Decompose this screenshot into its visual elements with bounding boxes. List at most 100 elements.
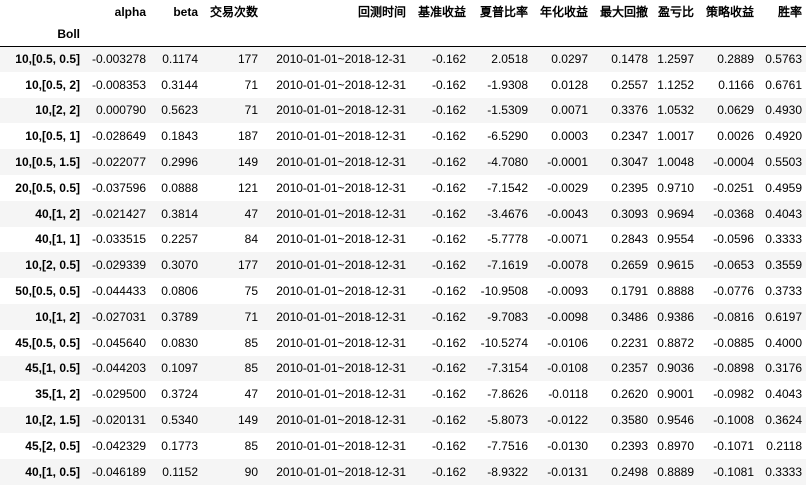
table-cell: 0.0071	[551, 103, 588, 118]
table-cell: 85	[244, 361, 258, 376]
table-cell: 0.9615	[657, 258, 694, 273]
table-cell: -0.021427	[91, 206, 146, 221]
table-cell: 0.5623	[161, 103, 198, 118]
table-cell: -0.008353	[91, 77, 146, 92]
table-cell: 2010-01-01~2018-12-31	[276, 387, 406, 402]
table-cell: -9.7083	[487, 309, 528, 324]
table-cell: -7.8626	[487, 387, 528, 402]
row-index-label: 35,[1, 2]	[35, 387, 80, 402]
table-cell: 0.1166	[718, 77, 754, 92]
table-cell: 2010-01-01~2018-12-31	[276, 129, 406, 144]
table-row: 40,[1, 2] -0.021427 0.3814 47 2010-01-01~201…	[0, 200, 806, 227]
table-cell: 0.9546	[657, 413, 694, 428]
table-cell: 149	[237, 413, 258, 428]
column-header: alpha	[114, 4, 146, 19]
table-cell: 0.3070	[161, 258, 198, 273]
table-cell: -0.0596	[713, 232, 754, 247]
table-cell: 0.8888	[657, 284, 694, 299]
table-cell: 0.2659	[611, 258, 648, 273]
table-cell: -1.9308	[487, 77, 528, 92]
table-cell: 0.9554	[657, 232, 694, 247]
column-header: beta	[173, 4, 198, 19]
table-cell: -0.162	[431, 103, 466, 118]
table-row: 40,[1, 1] -0.033515 0.2257 84 2010-01-01~201…	[0, 227, 806, 253]
corner-cell	[0, 0, 84, 23]
table-cell: 0.1773	[161, 438, 198, 453]
table-cell: 0.3789	[161, 309, 198, 324]
table-cell: -0.162	[431, 180, 466, 195]
table-cell: -0.044203	[91, 361, 146, 376]
table-cell: 0.3724	[161, 387, 198, 402]
table-cell: -0.033515	[91, 232, 146, 247]
table-cell: -7.1542	[487, 180, 528, 195]
table-cell: -0.0816	[713, 309, 754, 324]
row-index-label: 50,[0.5, 0.5]	[15, 284, 80, 299]
table-row: 40,[1, 0.5] -0.046189 0.1152 90 2010-01-01~2…	[0, 458, 806, 485]
table-cell: -0.162	[431, 206, 466, 221]
table-cell: 2010-01-01~2018-12-31	[276, 155, 406, 170]
table-row: 10,[2, 0.5] -0.029339 0.3070 177 2010-01-01~…	[0, 252, 806, 279]
table-cell: 0.2347	[611, 129, 648, 144]
column-header: 年化收益	[539, 5, 588, 19]
table-row: 10,[2, 1.5] -0.020131 0.5340 149 2010-01-01~…	[0, 407, 806, 433]
table-cell: 0.2257	[161, 232, 198, 247]
table-cell: 149	[237, 155, 258, 170]
table-cell: 47	[244, 206, 258, 221]
table-cell: 0.5763	[765, 52, 802, 67]
table-row: 10,[1, 2] -0.027031 0.3789 71 2010-01-01~201…	[0, 303, 806, 330]
table-cell: 0.9001	[657, 387, 694, 402]
column-header: 夏普比率	[479, 5, 528, 19]
table-cell: 0.0830	[161, 335, 198, 350]
table-cell: -7.7516	[487, 438, 528, 453]
table-cell: -0.0368	[713, 206, 754, 221]
table-cell: 2010-01-01~2018-12-31	[276, 413, 406, 428]
table-cell: -0.162	[431, 438, 466, 453]
table-cell: 47	[244, 387, 258, 402]
table-cell: -7.1619	[487, 258, 528, 273]
table-cell: 2010-01-01~2018-12-31	[276, 309, 406, 324]
table-cell: 0.3559	[765, 258, 802, 273]
table-cell: -0.0004	[713, 155, 754, 170]
table-cell: -10.9508	[480, 284, 528, 299]
table-cell: -0.0131	[547, 464, 588, 479]
table-cell: 1.0532	[657, 103, 694, 118]
table-cell: -0.0043	[547, 206, 588, 221]
table-cell: -0.162	[431, 155, 466, 170]
table-cell: -0.162	[431, 77, 466, 92]
row-index-label: 10,[0.5, 1]	[25, 129, 80, 144]
table-cell: -5.8073	[487, 413, 528, 428]
table-cell: -7.3154	[487, 361, 528, 376]
row-index-label: 10,[2, 0.5]	[25, 258, 80, 273]
table-cell: 0.4000	[765, 335, 802, 350]
table-cell: -0.0071	[547, 232, 588, 247]
table-row: 45,[0.5, 0.5] -0.045640 0.0830 85 2010-01-01…	[0, 330, 806, 356]
table-cell: 177	[237, 258, 258, 273]
row-index-label: 45,[1, 0.5]	[25, 361, 80, 376]
table-cell: 0.3144	[161, 77, 198, 92]
table-row: 45,[2, 0.5] -0.042329 0.1773 85 2010-01-01~2…	[0, 433, 806, 459]
table-cell: 71	[244, 103, 258, 118]
table-cell: 0.3486	[611, 309, 648, 324]
row-index-label: 10,[2, 2]	[35, 103, 80, 118]
table-cell: 2010-01-01~2018-12-31	[276, 284, 406, 299]
row-index-label: 45,[0.5, 0.5]	[15, 335, 80, 350]
column-header-row: alpha beta 交易次数 回测时间 基准收益 夏普比率 年化收益 最大回撤…	[0, 0, 806, 23]
column-header: 基准收益	[417, 5, 466, 19]
table-cell: 1.0017	[657, 129, 694, 144]
table-cell: -0.162	[431, 387, 466, 402]
table-cell: -0.042329	[91, 438, 146, 453]
table-cell: 0.3624	[765, 413, 802, 428]
table-cell: 0.0888	[161, 180, 198, 195]
table-cell: 0.2231	[611, 335, 648, 350]
table-cell: -0.162	[431, 129, 466, 144]
table-cell: -0.1071	[713, 438, 754, 453]
row-index-label: 40,[1, 2]	[35, 206, 80, 221]
table-cell: -0.0078	[547, 258, 588, 273]
table-cell: -0.162	[431, 258, 466, 273]
table-cell: 0.4930	[765, 103, 802, 118]
table-cell: 2010-01-01~2018-12-31	[276, 232, 406, 247]
table-cell: 0.3580	[611, 413, 648, 428]
table-cell: 0.0026	[717, 129, 754, 144]
table-cell: -8.9322	[487, 464, 528, 479]
row-index-label: 10,[2, 1.5]	[25, 413, 80, 428]
